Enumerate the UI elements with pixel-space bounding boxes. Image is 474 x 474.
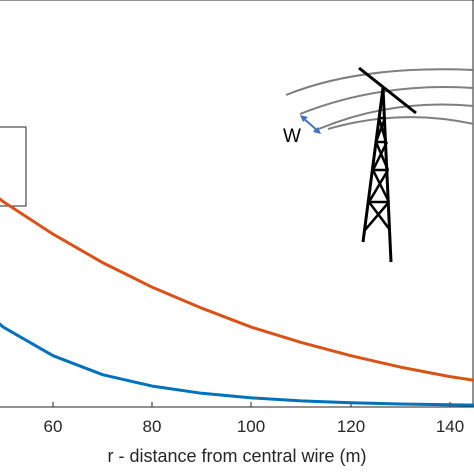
x-tick-label: 80 [143,417,162,436]
transmission-tower-icon [285,66,474,263]
series-line-2 [0,322,474,407]
x-tick-label: 140 [436,417,464,436]
series-line-1 [0,197,474,382]
spacing-label: W [283,126,301,147]
x-ticks: 60 80 100 120 140 [44,402,464,436]
series-group [0,197,474,407]
x-tick-label: 100 [237,417,265,436]
x-tick-label: 60 [44,417,63,436]
x-tick-label: 120 [337,417,365,436]
x-axis-label: r - distance from central wire (m) [107,446,366,466]
legend-box [0,126,27,207]
